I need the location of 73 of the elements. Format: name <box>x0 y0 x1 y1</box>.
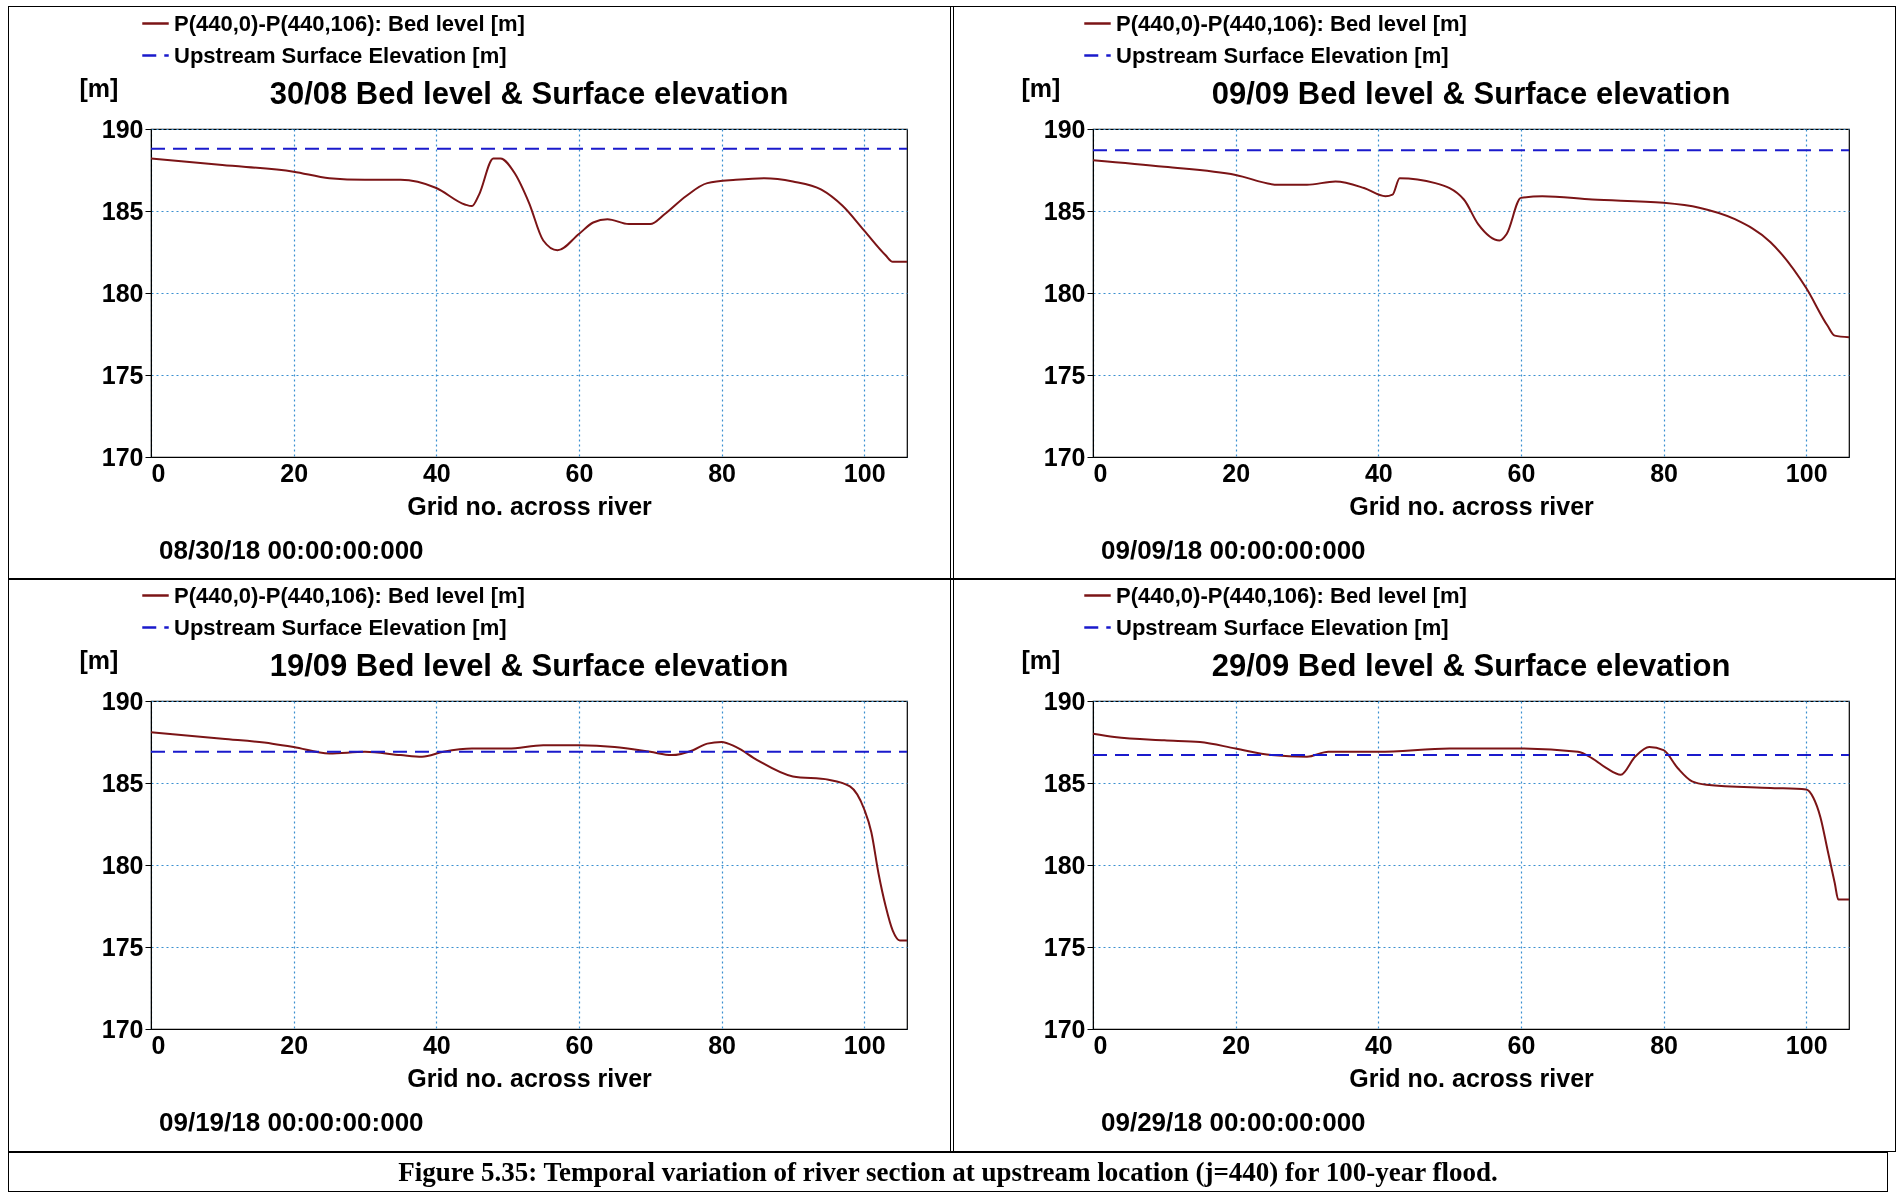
x-tick-label: 0 <box>1093 458 1108 487</box>
legend-label: P(440,0)-P(440,106): Bed level [m] <box>174 582 525 608</box>
y-tick-label: 180 <box>1043 850 1086 879</box>
text: 08/30/18 00:00:00:000 <box>159 535 424 566</box>
chart-title: 19/09 Bed level & Surface elevation <box>269 648 789 683</box>
chart-title: 09/09 Bed level & Surface elevation <box>1211 76 1731 111</box>
y-axis-title: [m] <box>1021 73 1061 102</box>
line-series <box>150 731 908 942</box>
y-tick-label: 175 <box>1043 360 1086 389</box>
y-tick-label: 180 <box>101 278 144 307</box>
y-tick-label: 190 <box>1043 686 1086 715</box>
x-tick-label: 100 <box>1785 458 1828 487</box>
line-series <box>150 157 908 263</box>
y-tick-label: 170 <box>1043 442 1086 471</box>
x-tick-label: 20 <box>280 458 309 487</box>
x-tick-label: 100 <box>843 1030 886 1059</box>
y-tick-label: 175 <box>1043 932 1086 961</box>
y-tick-label: 190 <box>101 686 144 715</box>
y-tick-label: 180 <box>101 850 144 879</box>
y-tick-label: 185 <box>101 768 144 797</box>
x-tick-label: 20 <box>1222 1030 1251 1059</box>
x-tick-label: 0 <box>151 458 166 487</box>
y-axis-title: [m] <box>1021 645 1061 674</box>
x-tick-label: 40 <box>1364 458 1393 487</box>
y-tick-label: 170 <box>101 442 144 471</box>
x-tick-label: 0 <box>151 1030 166 1059</box>
y-tick-label: 190 <box>1043 114 1086 143</box>
y-tick-label: 185 <box>101 196 144 225</box>
x-tick-label: 60 <box>565 1030 594 1059</box>
x-tick-label: 60 <box>565 458 594 487</box>
y-axis-title: [m] <box>79 73 119 102</box>
x-axis-title: Grid no. across river <box>1349 1063 1595 1092</box>
x-tick-label: 40 <box>1364 1030 1393 1059</box>
legend-label: Upstream Surface Elevation [m] <box>1116 614 1449 640</box>
x-tick-label: 80 <box>1650 458 1678 487</box>
x-tick-label: 60 <box>1507 458 1536 487</box>
legend-label: P(440,0)-P(440,106): Bed level [m] <box>1116 10 1467 36</box>
y-tick-label: 170 <box>101 1014 144 1043</box>
chart-title: 29/09 Bed level & Surface elevation <box>1211 648 1731 683</box>
y-tick-label: 185 <box>1043 196 1086 225</box>
x-tick-label: 20 <box>1222 458 1251 487</box>
y-axis-title: [m] <box>79 645 119 674</box>
x-axis-title: Grid no. across river <box>407 1063 653 1092</box>
legend-label: Upstream Surface Elevation [m] <box>174 42 507 68</box>
x-tick-label: 80 <box>708 458 736 487</box>
text: 09/09/18 00:00:00:000 <box>1101 535 1366 566</box>
x-tick-label: 20 <box>280 1030 309 1059</box>
x-tick-label: 40 <box>422 458 451 487</box>
x-axis-title: Grid no. across river <box>407 491 653 520</box>
legend-label: P(440,0)-P(440,106): Bed level [m] <box>1116 582 1467 608</box>
y-tick-label: 180 <box>1043 278 1086 307</box>
y-tick-label: 175 <box>101 360 144 389</box>
x-tick-label: 60 <box>1507 1030 1536 1059</box>
x-tick-label: 80 <box>1650 1030 1678 1059</box>
caption: Figure 5.35: Temporal variation of river section at upstream location (j=440) for 100-year flood. <box>8 1152 1888 1192</box>
x-axis-title: Grid no. across river <box>1349 491 1595 520</box>
y-tick-label: 175 <box>101 932 144 961</box>
legend-label: Upstream Surface Elevation [m] <box>1116 42 1449 68</box>
legend-label: P(440,0)-P(440,106): Bed level [m] <box>174 10 525 36</box>
line-series <box>1092 159 1850 339</box>
text: 09/29/18 00:00:00:000 <box>1101 1107 1366 1138</box>
line-series <box>1092 732 1850 901</box>
x-tick-label: 100 <box>843 458 886 487</box>
x-tick-label: 40 <box>422 1030 451 1059</box>
x-tick-label: 80 <box>708 1030 736 1059</box>
y-tick-label: 190 <box>101 114 144 143</box>
x-tick-label: 0 <box>1093 1030 1108 1059</box>
y-tick-label: 185 <box>1043 768 1086 797</box>
y-tick-label: 170 <box>1043 1014 1086 1043</box>
legend-label: Upstream Surface Elevation [m] <box>174 614 507 640</box>
chart-title: 30/08 Bed level & Surface elevation <box>269 76 789 111</box>
x-tick-label: 100 <box>1785 1030 1828 1059</box>
text: 09/19/18 00:00:00:000 <box>159 1107 424 1138</box>
